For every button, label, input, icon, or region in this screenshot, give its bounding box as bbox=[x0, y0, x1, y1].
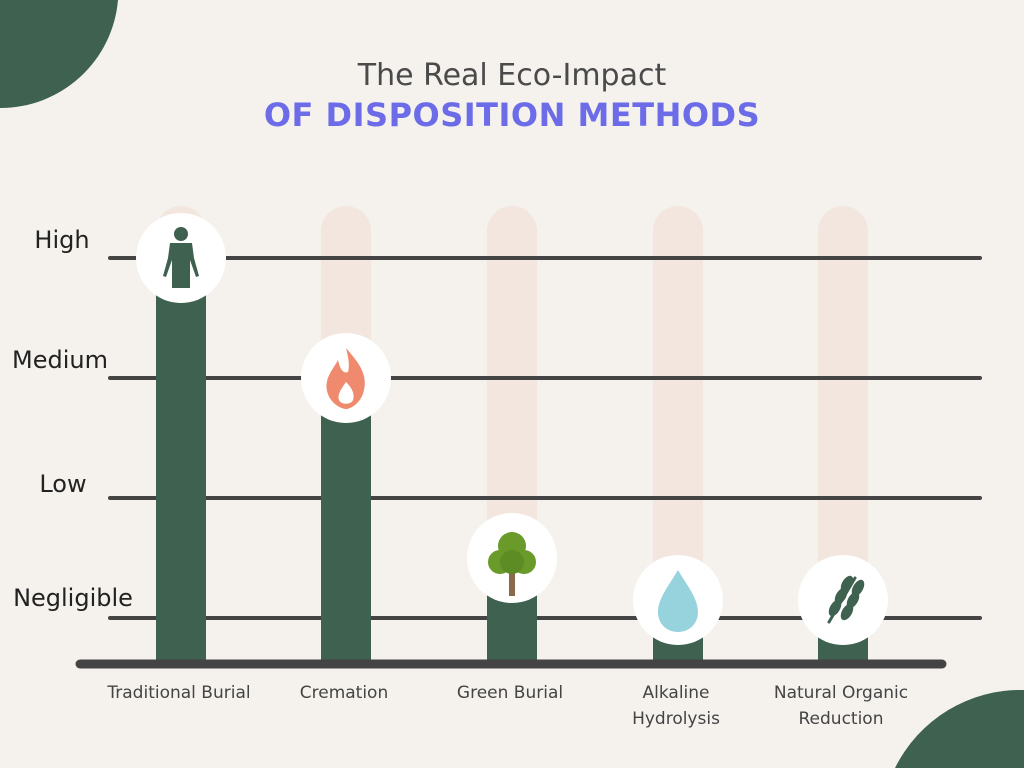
category-label: Cremation bbox=[300, 683, 389, 703]
y-axis-label: Negligible bbox=[13, 584, 133, 612]
bar-track bbox=[818, 206, 868, 664]
wheat-icon bbox=[798, 555, 888, 645]
corner-shape-top-left bbox=[0, 0, 118, 109]
bar-track bbox=[653, 206, 703, 664]
bar bbox=[156, 258, 206, 666]
corner-shape-bottom-right bbox=[895, 689, 1024, 768]
title-line-2: OF DISPOSITION METHODS bbox=[263, 96, 761, 134]
y-axis-label: High bbox=[34, 226, 89, 254]
bar bbox=[321, 378, 371, 666]
tree-icon bbox=[467, 513, 557, 603]
flame-icon bbox=[301, 333, 391, 423]
category-label: Natural Organic Reduction bbox=[774, 683, 908, 729]
water-drop-icon bbox=[633, 555, 723, 645]
category-label: Alkaline Hydrolysis bbox=[632, 683, 720, 729]
category-label: Green Burial bbox=[457, 683, 563, 703]
person-icon bbox=[136, 213, 226, 303]
y-axis-label: Low bbox=[39, 470, 86, 498]
title-line-1: The Real Eco-Impact bbox=[357, 58, 667, 93]
category-label: Traditional Burial bbox=[106, 683, 250, 703]
y-axis-label: Medium bbox=[12, 346, 108, 374]
